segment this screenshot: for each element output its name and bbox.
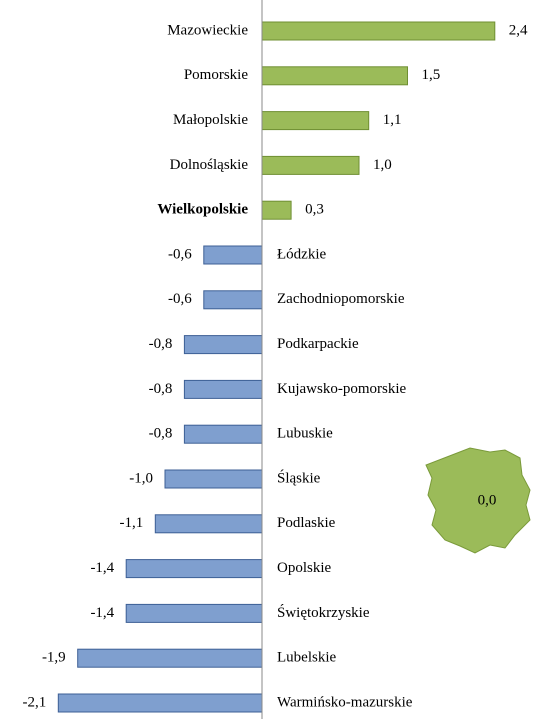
bar: [261, 155, 360, 175]
value-label: 2,4: [509, 22, 528, 38]
value-label: -0,8: [149, 336, 173, 352]
value-label: -0,8: [149, 426, 173, 442]
bar: [261, 66, 408, 86]
bar: [203, 290, 263, 310]
bar: [203, 245, 263, 265]
value-label: 0,3: [305, 202, 324, 218]
value-label: -1,4: [90, 605, 114, 621]
map-label: 0,0: [478, 492, 497, 508]
category-label: Opolskie: [277, 560, 332, 576]
bar: [125, 603, 263, 623]
category-label: Warmińsko-mazurskie: [277, 694, 413, 710]
value-label: -1,1: [120, 515, 144, 531]
value-label: -0,6: [168, 291, 192, 307]
value-label: -2,1: [23, 694, 47, 710]
category-label: Mazowieckie: [167, 22, 248, 38]
category-label: Małopolskie: [173, 112, 248, 128]
bar: [261, 21, 496, 41]
category-label: Podkarpackie: [277, 336, 359, 352]
category-label: Wielkopolskie: [157, 202, 248, 218]
category-label: Podlaskie: [277, 515, 336, 531]
bar: [154, 514, 263, 534]
bar: [183, 335, 263, 355]
bar: [57, 693, 263, 713]
category-label: Zachodniopomorskie: [277, 291, 405, 307]
map-poland: [425, 447, 531, 554]
category-label: Kujawsko-pomorskie: [277, 381, 406, 397]
category-label: Lubuskie: [277, 426, 333, 442]
bar: [164, 469, 263, 489]
category-label: Dolnośląskie: [170, 157, 249, 173]
category-label: Łódzkie: [277, 246, 326, 262]
value-label: -1,0: [129, 470, 153, 486]
value-label: -0,6: [168, 246, 192, 262]
bar: [261, 200, 292, 220]
bar: [183, 424, 263, 444]
value-label: -0,8: [149, 381, 173, 397]
category-label: Śląskie: [277, 469, 321, 486]
bar: [77, 648, 263, 668]
category-label: Świętokrzyskie: [277, 604, 370, 621]
bar: [183, 379, 263, 399]
category-label: Lubelskie: [277, 650, 336, 666]
value-label: 1,5: [422, 67, 441, 83]
value-label: 1,1: [383, 112, 402, 128]
value-label: -1,4: [90, 560, 114, 576]
value-label: 1,0: [373, 157, 392, 173]
value-label: -1,9: [42, 650, 66, 666]
bar: [261, 111, 370, 131]
bar: [125, 559, 263, 579]
category-label: Pomorskie: [184, 67, 249, 83]
